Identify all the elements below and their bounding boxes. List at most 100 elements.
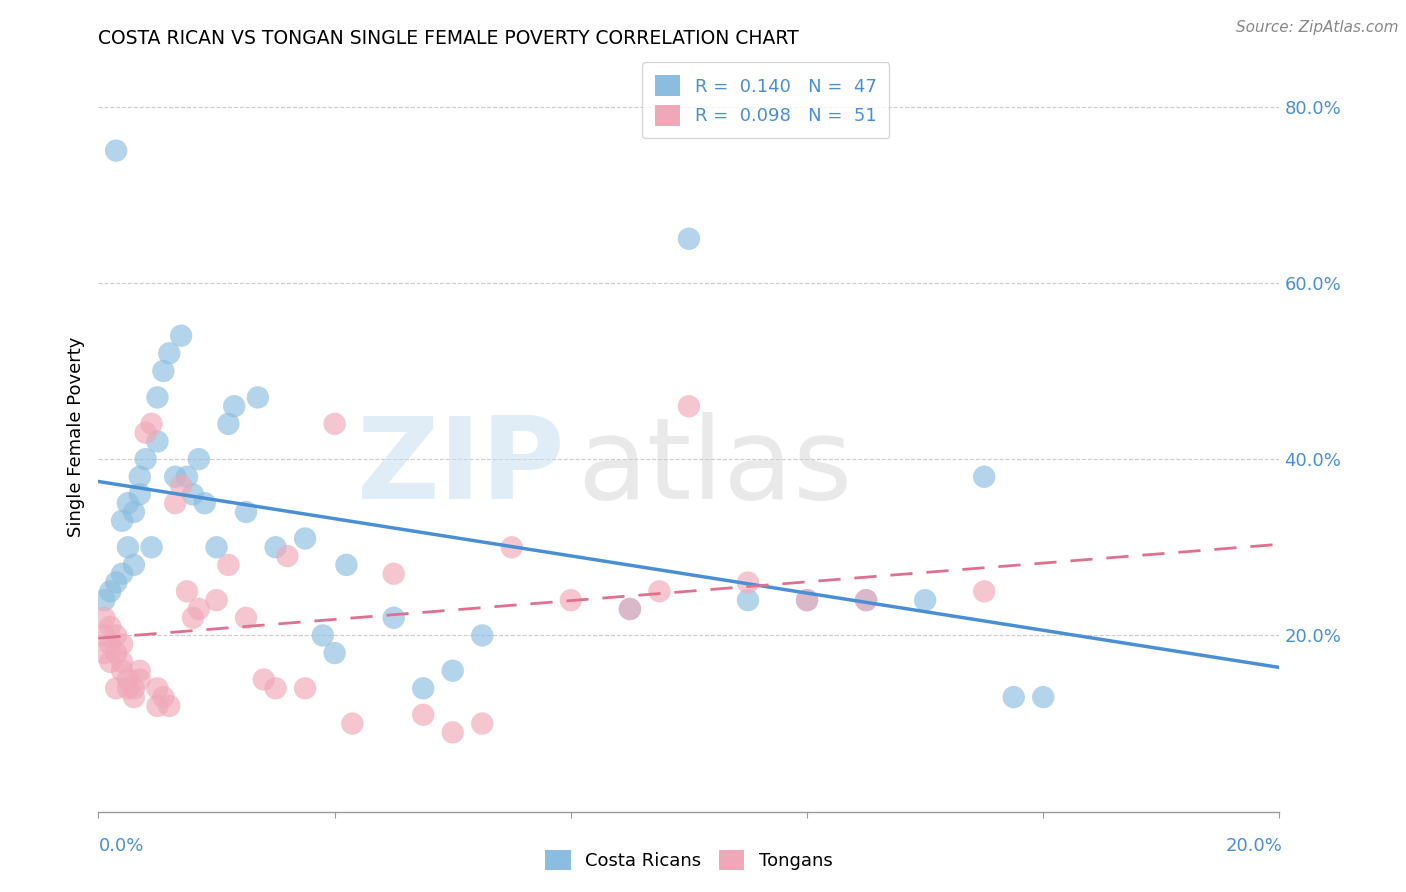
Point [619, 602, 641, 616]
Point [382, 566, 405, 581]
Point [165, 496, 187, 510]
Point [342, 716, 364, 731]
Point [560, 593, 582, 607]
Point [737, 575, 759, 590]
Point [93, 628, 115, 642]
Point [264, 681, 287, 696]
Point [276, 549, 298, 563]
Point [98, 584, 121, 599]
Point [111, 637, 134, 651]
Point [501, 541, 523, 555]
Point [217, 417, 239, 431]
Point [217, 558, 239, 572]
Point [98, 655, 121, 669]
Point [246, 391, 269, 405]
Point [235, 505, 257, 519]
Point [294, 681, 316, 696]
Point [648, 584, 671, 599]
Point [973, 469, 995, 483]
Point [117, 496, 139, 510]
Point [412, 681, 434, 696]
Point [128, 487, 150, 501]
Text: 0.0%: 0.0% [98, 837, 143, 855]
Point [135, 452, 157, 467]
Point [855, 593, 877, 607]
Point [105, 628, 128, 642]
Point [412, 707, 434, 722]
Point [1032, 690, 1054, 705]
Text: atlas: atlas [576, 411, 852, 523]
Point [253, 673, 276, 687]
Point [678, 232, 700, 246]
Point [105, 144, 128, 158]
Point [194, 496, 217, 510]
Point [135, 425, 157, 440]
Point [224, 399, 246, 413]
Point [205, 593, 228, 607]
Point [105, 681, 128, 696]
Point [146, 681, 169, 696]
Point [122, 690, 145, 705]
Point [187, 602, 209, 616]
Point [128, 469, 150, 483]
Point [170, 478, 193, 492]
Point [471, 716, 494, 731]
Point [146, 698, 169, 713]
Point [176, 584, 198, 599]
Point [122, 505, 145, 519]
Point [170, 328, 193, 343]
Text: ZIP: ZIP [357, 411, 565, 523]
Point [93, 646, 115, 660]
Point [141, 417, 163, 431]
Point [441, 664, 464, 678]
Point [294, 532, 316, 546]
Point [98, 619, 121, 633]
Point [176, 469, 198, 483]
Point [796, 593, 818, 607]
Point [471, 628, 494, 642]
Point [312, 628, 335, 642]
Point [141, 541, 163, 555]
Point [382, 611, 405, 625]
Point [105, 646, 128, 660]
Point [105, 575, 128, 590]
Point [146, 434, 169, 449]
Point [157, 698, 180, 713]
Point [323, 646, 346, 660]
Point [187, 452, 209, 467]
Point [117, 681, 139, 696]
Point [855, 593, 877, 607]
Point [264, 541, 287, 555]
Legend: Costa Ricans, Tongans: Costa Ricans, Tongans [538, 842, 839, 878]
Text: COSTA RICAN VS TONGAN SINGLE FEMALE POVERTY CORRELATION CHART: COSTA RICAN VS TONGAN SINGLE FEMALE POVE… [98, 29, 799, 47]
Text: Source: ZipAtlas.com: Source: ZipAtlas.com [1236, 20, 1399, 35]
Point [128, 664, 150, 678]
Point [98, 637, 121, 651]
Point [111, 514, 134, 528]
Point [181, 487, 204, 501]
Point [235, 611, 257, 625]
Point [152, 364, 174, 378]
Point [111, 655, 134, 669]
Point [117, 541, 139, 555]
Point [973, 584, 995, 599]
Point [111, 664, 134, 678]
Point [323, 417, 346, 431]
Point [165, 469, 187, 483]
Point [157, 346, 180, 360]
Point [737, 593, 759, 607]
Point [205, 541, 228, 555]
Point [122, 681, 145, 696]
Point [796, 593, 818, 607]
Point [117, 673, 139, 687]
Point [93, 593, 115, 607]
Point [152, 690, 174, 705]
Point [122, 558, 145, 572]
Point [619, 602, 641, 616]
Point [128, 673, 150, 687]
Point [335, 558, 357, 572]
Point [93, 611, 115, 625]
Point [1002, 690, 1025, 705]
Point [914, 593, 936, 607]
Point [441, 725, 464, 739]
